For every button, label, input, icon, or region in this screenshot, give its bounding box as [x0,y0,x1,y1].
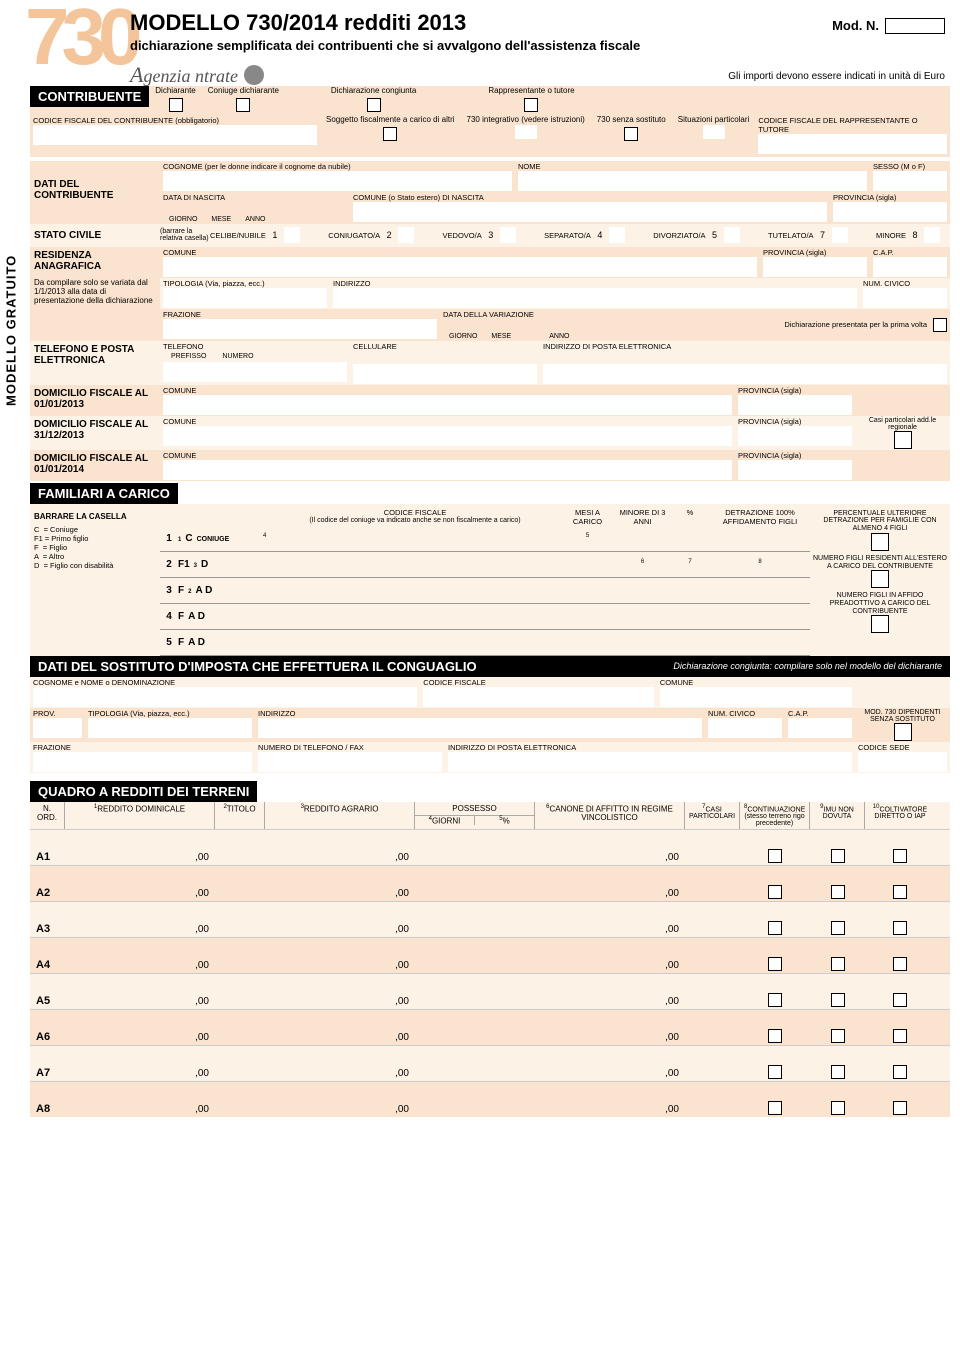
familiari-bar: FAMILIARI A CARICO [30,483,178,504]
cf-rapp-input[interactable] [758,134,947,154]
prov-nascita-input[interactable] [833,202,947,222]
sost-email[interactable] [448,752,852,772]
sost-cognome[interactable] [33,687,417,707]
res-frazione-input[interactable] [163,319,437,339]
res-tipologia-input[interactable] [163,288,327,308]
sesso-input[interactable] [873,171,947,191]
sost-comune[interactable] [660,687,852,707]
sc-7[interactable] [832,227,848,243]
side-label: MODELLO GRATUITO [0,230,22,430]
dom1-label: DOMICILIO FISCALE AL 01/01/2013 [30,385,160,416]
cell-input[interactable] [353,364,537,384]
sc-1[interactable] [284,227,300,243]
cf-rapp-label: CODICE FISCALE DEL RAPPRESENTANTE O TUTO… [758,116,947,134]
sc-2[interactable] [398,227,414,243]
cb-rappresentante[interactable] [524,98,538,112]
sost-tipo[interactable] [88,718,252,738]
cb-congiunta[interactable] [367,98,381,112]
sost-fraz[interactable] [33,752,252,772]
comune-nascita-input[interactable] [353,202,827,222]
sost-tel[interactable] [258,752,442,772]
cognome-input[interactable] [163,171,512,191]
integrativo-input[interactable] [515,125,537,139]
dom3-comune[interactable] [163,460,732,480]
subtitle: dichiarazione semplificata dei contribue… [130,38,960,53]
sc-8[interactable] [924,227,940,243]
cb-casi-reg[interactable] [894,431,912,449]
contribuente-header: CONTRIBUENTE Dichiarante Coniuge dichiar… [30,86,950,115]
sostituto-bar: DATI DEL SOSTITUTO D'IMPOSTA CHE EFFETTU… [30,656,485,677]
email-input[interactable] [543,364,947,384]
logo-730: 730 [25,5,134,69]
res-civico-input[interactable] [863,288,947,308]
dom2-prov[interactable] [738,426,852,446]
cb-senza-sost2[interactable] [894,723,912,741]
dom2-label: DOMICILIO FISCALE AL 31/12/2013 [30,416,160,450]
dom3-prov[interactable] [738,460,852,480]
cf-contribuente-label: CODICE FISCALE DEL CONTRIBUENTE (obbliga… [33,116,317,125]
residenza-label: RESIDENZA ANAGRAFICA Da compilare solo s… [30,247,160,341]
dom3-label: DOMICILIO FISCALE AL 01/01/2014 [30,450,160,481]
telefono-input[interactable] [163,362,347,382]
sc-4[interactable] [609,227,625,243]
nome-input[interactable] [518,171,867,191]
res-indirizzo-input[interactable] [333,288,857,308]
dom2-comune[interactable] [163,426,732,446]
cb-dichiarante[interactable] [169,98,183,112]
telefono-label: TELEFONO E POSTA ELETTRONICA [30,341,160,385]
quadroA-bar: QUADRO A REDDITI DEI TERRENI [30,781,257,802]
sc-3[interactable] [500,227,516,243]
sost-sede[interactable] [858,752,947,772]
cb-coniuge[interactable] [236,98,250,112]
modn-input[interactable] [885,18,945,34]
dati-contrib-label: DATI DEL CONTRIBUENTE [30,161,160,224]
cb-prima-volta[interactable] [933,318,947,332]
sost-prov[interactable] [33,718,82,738]
dom1-comune[interactable] [163,395,732,415]
cb-senza-sost[interactable] [624,127,638,141]
sost-civ[interactable] [708,718,782,738]
stato-civile-label: STATO CIVILE [30,227,160,244]
sost-cf[interactable] [423,687,654,707]
res-prov-input[interactable] [763,257,867,277]
res-comune-input[interactable] [163,257,757,277]
res-cap-input[interactable] [873,257,947,277]
page-title: MODELLO 730/2014 redditi 2013 [130,10,466,36]
cf-contribuente-input[interactable] [33,125,317,145]
sost-cap[interactable] [788,718,852,738]
sost-ind[interactable] [258,718,702,738]
cb-sogg-carico[interactable] [383,127,397,141]
situazioni-input[interactable] [703,125,725,139]
mod-n: Mod. N. [832,18,945,34]
dom1-prov[interactable] [738,395,852,415]
sc-5[interactable] [724,227,740,243]
